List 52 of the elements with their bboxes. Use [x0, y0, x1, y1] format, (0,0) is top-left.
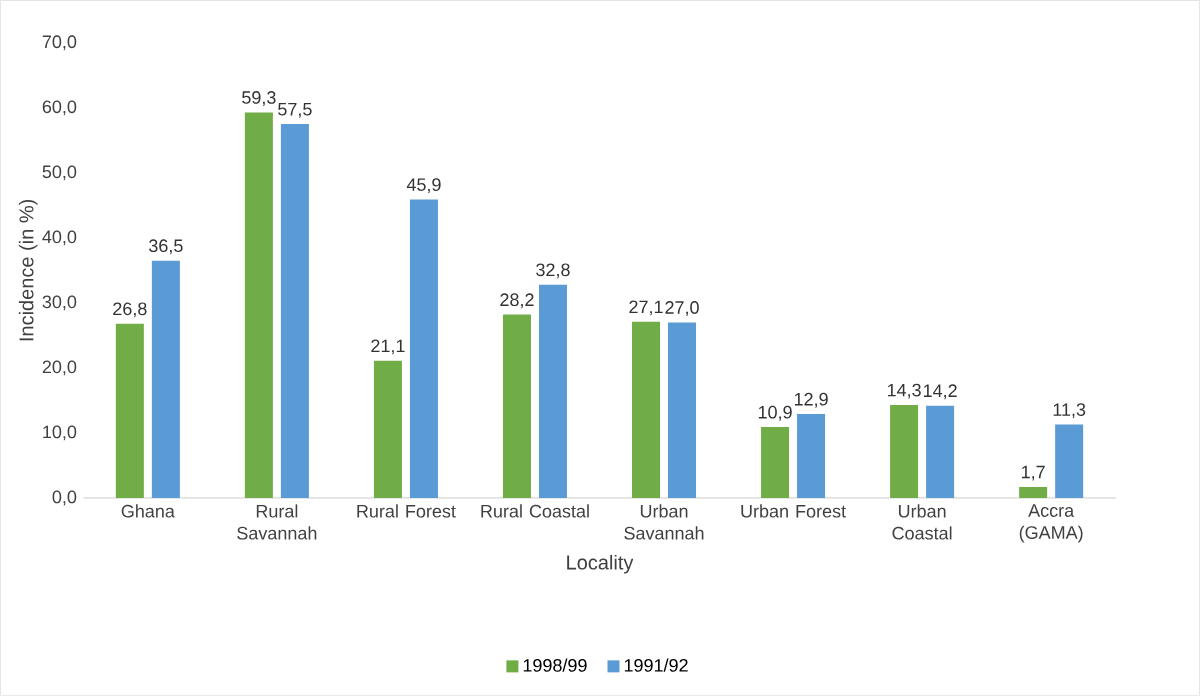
- data-label: 45,9: [406, 178, 441, 194]
- y-tick-label: 30,0: [42, 295, 77, 311]
- x-tick-label: Ghana: [121, 504, 175, 518]
- legend-label: 1991/92: [624, 658, 688, 672]
- y-tick-label: 0,0: [52, 490, 77, 506]
- data-label: 11,3: [1053, 403, 1086, 419]
- bar: [668, 322, 697, 499]
- bar: [280, 124, 309, 499]
- bar: [244, 112, 273, 499]
- data-label: 59,3: [242, 91, 276, 107]
- x-tick-label: Rural Savannah: [237, 504, 317, 540]
- data-label: 14,3: [887, 383, 921, 399]
- x-tick-label: Accra (GAMA): [1019, 504, 1083, 543]
- y-tick-label: 50,0: [42, 165, 77, 181]
- bar: [151, 260, 180, 499]
- y-tick-label: 10,0: [43, 425, 77, 441]
- bar: [761, 427, 790, 499]
- x-tick-label: Urban Forest: [741, 504, 846, 518]
- y-tick-label: 20,0: [42, 360, 77, 376]
- bar: [502, 314, 531, 499]
- x-axis-title: Locality: [567, 554, 634, 574]
- y-axis-title: Incidence (in %): [18, 200, 38, 341]
- x-tick-label: Rural Forest: [357, 504, 456, 518]
- data-label: 21,1: [371, 339, 405, 355]
- bar: [538, 284, 567, 499]
- x-tick-label: Rural Coastal: [481, 504, 589, 518]
- bar: [373, 360, 402, 499]
- y-tick-label: 40,0: [42, 230, 77, 246]
- bar: [1019, 486, 1048, 499]
- y-tick-label: 70,0: [42, 35, 77, 51]
- data-label: 14,2: [923, 384, 957, 400]
- x-tick-label: Urban Savannah: [624, 504, 704, 540]
- data-label: 32,8: [536, 263, 570, 279]
- data-label: 1,7: [1022, 465, 1045, 481]
- bar: [890, 405, 919, 499]
- bar: [115, 323, 144, 499]
- data-label: 28,2: [500, 293, 534, 309]
- data-label: 36,5: [149, 239, 183, 255]
- legend-label: 1998/99: [523, 658, 587, 672]
- bar: [1055, 424, 1084, 499]
- data-label: 57,5: [278, 103, 312, 118]
- data-label: 12,9: [794, 392, 828, 408]
- data-label: 27,1: [629, 300, 663, 316]
- bar: [797, 414, 826, 499]
- bar: [632, 321, 661, 499]
- data-label: 27,0: [665, 301, 699, 317]
- x-tick-label: Urban Coastal: [892, 504, 952, 540]
- y-tick-label: 60,0: [42, 100, 77, 116]
- data-label: 26,8: [113, 302, 147, 318]
- data-label: 10,9: [758, 405, 792, 421]
- bar: [926, 405, 955, 499]
- bar: [409, 199, 438, 499]
